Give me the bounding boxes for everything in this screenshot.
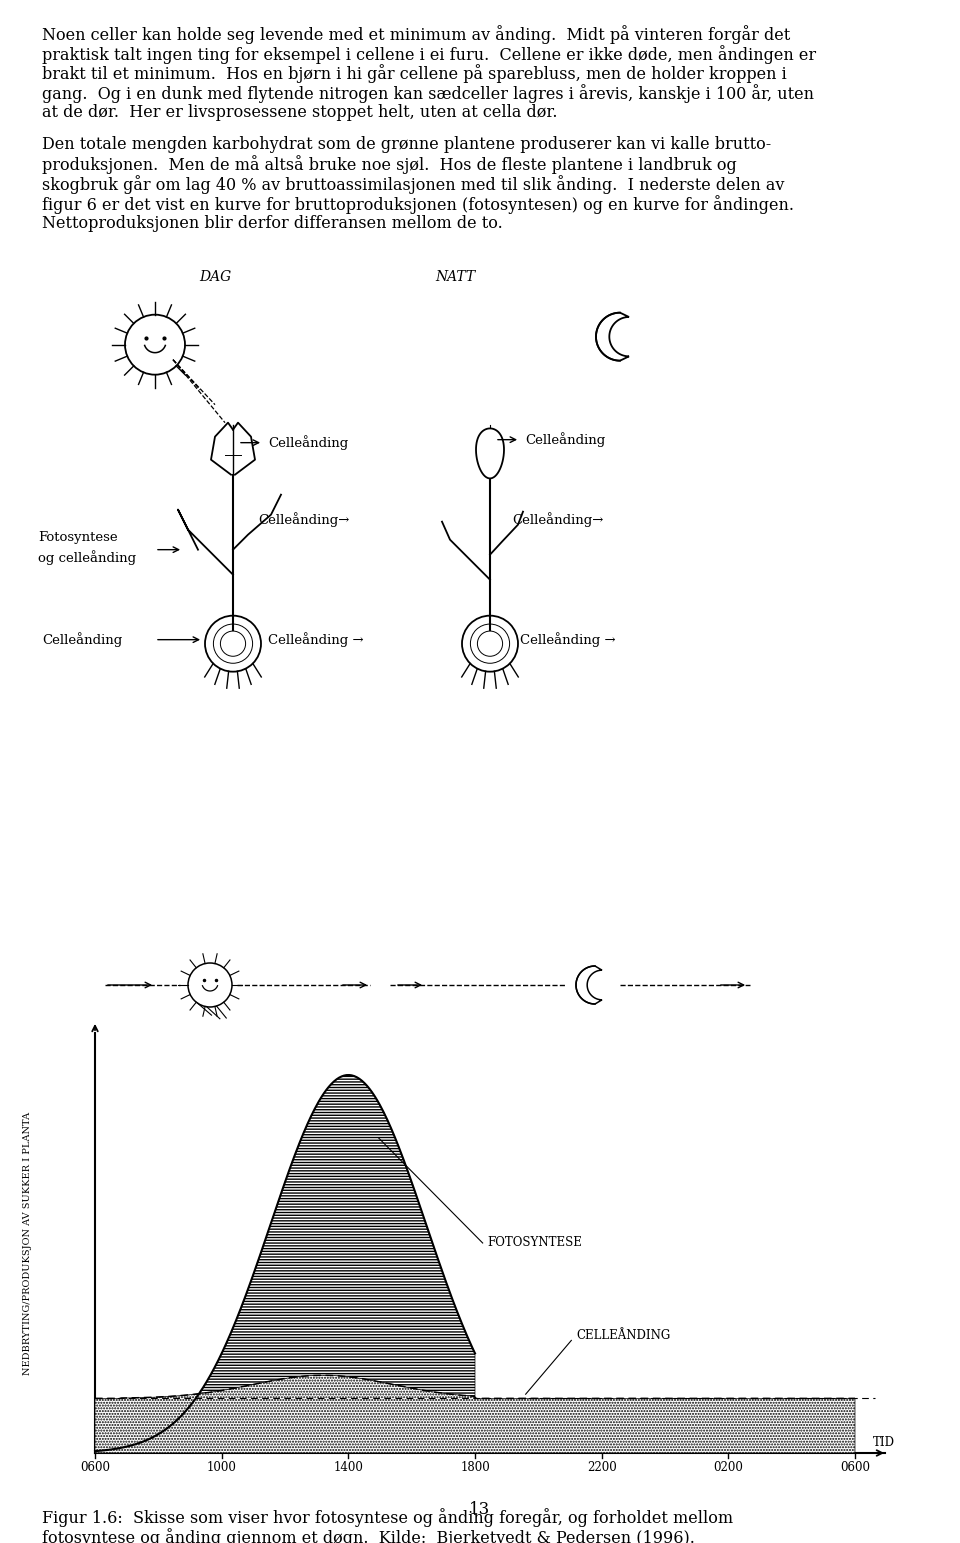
Text: Celleånding →: Celleånding → [520,633,615,647]
Text: CELLEÅNDING: CELLEÅNDING [576,1329,671,1342]
Text: 0600: 0600 [80,1461,110,1474]
Text: produksjonen.  Men de må altså bruke noe sjøl.  Hos de fleste plantene i landbru: produksjonen. Men de må altså bruke noe … [42,156,736,174]
Text: figur 6 er det vist en kurve for bruttoproduksjonen (fotosyntesen) og en kurve f: figur 6 er det vist en kurve for bruttop… [42,194,794,214]
Polygon shape [95,1075,475,1454]
Polygon shape [596,313,629,361]
Polygon shape [95,1375,855,1454]
Text: gang.  Og i en dunk med flytende nitrogen kan sædceller lagres i årevis, kanskje: gang. Og i en dunk med flytende nitrogen… [42,85,814,103]
Text: FOTOSYNTESE: FOTOSYNTESE [488,1236,583,1250]
Text: Fotosyntese: Fotosyntese [38,531,118,545]
Text: Nettoproduksjonen blir derfor differansen mellom de to.: Nettoproduksjonen blir derfor differanse… [42,214,503,231]
Text: 0200: 0200 [713,1461,743,1474]
Text: Celleånding: Celleånding [42,633,122,647]
Text: og celleånding: og celleånding [38,551,136,565]
Text: TID: TID [873,1437,895,1449]
Text: 2200: 2200 [587,1461,616,1474]
Text: Celleånding→: Celleånding→ [258,512,349,528]
Text: 1000: 1000 [206,1461,236,1474]
Text: Figur 1.6:  Skisse som viser hvor fotosyntese og ånding foregår, og forholdet me: Figur 1.6: Skisse som viser hvor fotosyn… [42,1508,733,1528]
Text: brakt til et minimum.  Hos en bjørn i hi går cellene på sparebluss, men de holde: brakt til et minimum. Hos en bjørn i hi … [42,65,787,83]
Text: Celleånding →: Celleånding → [268,633,364,647]
Text: 1400: 1400 [333,1461,363,1474]
Text: at de dør.  Her er livsprosessene stoppet helt, uten at cella dør.: at de dør. Her er livsprosessene stoppet… [42,103,558,120]
Polygon shape [576,966,602,1004]
Text: praktisk talt ingen ting for eksempel i cellene i ei furu.  Cellene er ikke døde: praktisk talt ingen ting for eksempel i … [42,45,816,63]
Text: Den totale mengden karbohydrat som de grønne plantene produserer kan vi kalle br: Den totale mengden karbohydrat som de gr… [42,136,771,153]
Text: Celleånding→: Celleånding→ [512,512,604,528]
Text: 0600: 0600 [840,1461,870,1474]
Text: 1800: 1800 [460,1461,490,1474]
Text: 13: 13 [469,1501,491,1518]
Text: Celleånding: Celleånding [268,435,348,451]
Text: Celleånding: Celleånding [525,432,605,447]
Text: DAG: DAG [199,270,231,284]
Text: NATT: NATT [435,270,475,284]
Text: fotosyntese og ånding gjennom et døgn.  Kilde:  Bjerketvedt & Pedersen (1996).: fotosyntese og ånding gjennom et døgn. K… [42,1528,695,1543]
Text: NEDBRYTING/PRODUKSJON AV SUKKER I PLANTA: NEDBRYTING/PRODUKSJON AV SUKKER I PLANTA [23,1111,33,1375]
Polygon shape [476,429,504,478]
Text: Noen celler kan holde seg levende med et minimum av ånding.  Midt på vinteren fo: Noen celler kan holde seg levende med et… [42,25,790,43]
Text: skogbruk går om lag 40 % av bruttoassimilasjonen med til slik ånding.  I nederst: skogbruk går om lag 40 % av bruttoassimi… [42,176,784,194]
